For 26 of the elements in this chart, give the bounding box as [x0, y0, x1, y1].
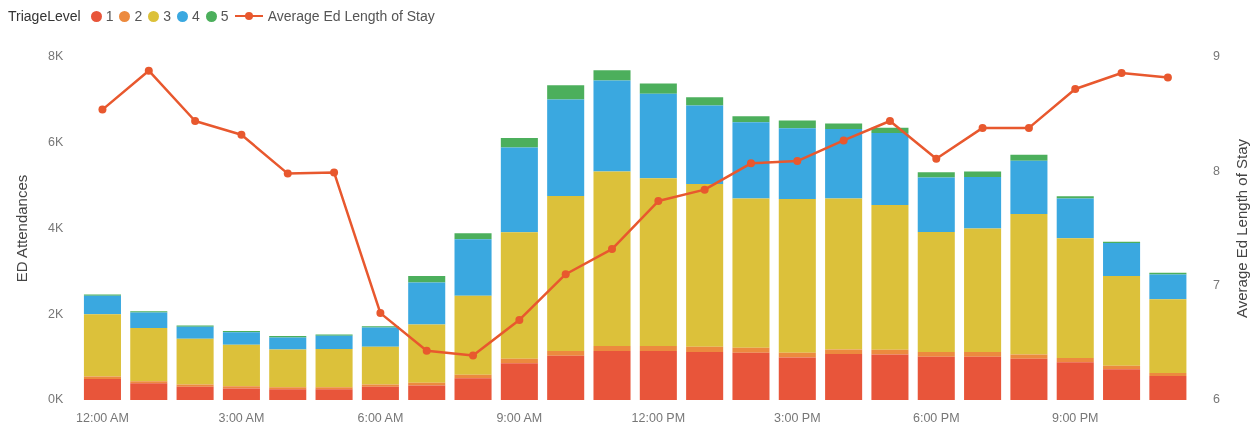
legend-title: TriageLevel: [8, 8, 81, 24]
y2-tick-label: 9: [1213, 49, 1221, 64]
y-tick-label: 0K: [47, 392, 64, 407]
y2-axis-title: Average Ed Length of Stay: [1233, 138, 1251, 319]
legend-label: 5: [220, 8, 229, 24]
y2-tick-label: 6: [1213, 392, 1221, 407]
y-tick-label: 2K: [47, 306, 64, 321]
y2-tick-label: 8: [1213, 163, 1221, 178]
legend-label: 1: [105, 8, 114, 24]
x-tick-label: 6:00 AM: [357, 410, 404, 425]
y-axis-title: ED Attendances: [13, 174, 31, 283]
x-tick-label: 12:00 AM: [76, 410, 129, 425]
x-tick-label: 3:00 PM: [774, 410, 821, 425]
y-tick-label: 6K: [47, 135, 64, 150]
y2-tick-label: 7: [1213, 278, 1221, 293]
legend-label: 2: [134, 8, 143, 24]
x-tick-label: 9:00 AM: [496, 410, 543, 425]
legend-label: 4: [192, 8, 200, 24]
legend-label: Average Ed Length of Stay: [267, 8, 435, 24]
legend-label: 3: [163, 8, 172, 24]
x-tick-label: 6:00 PM: [912, 410, 960, 425]
x-tick-label: 12:00 PM: [631, 410, 686, 425]
x-tick-label: 9:00 PM: [1051, 410, 1099, 425]
y-tick-label: 4K: [47, 220, 64, 235]
x-tick-label: 3:00 AM: [218, 410, 265, 425]
y-tick-label: 8K: [47, 49, 64, 64]
